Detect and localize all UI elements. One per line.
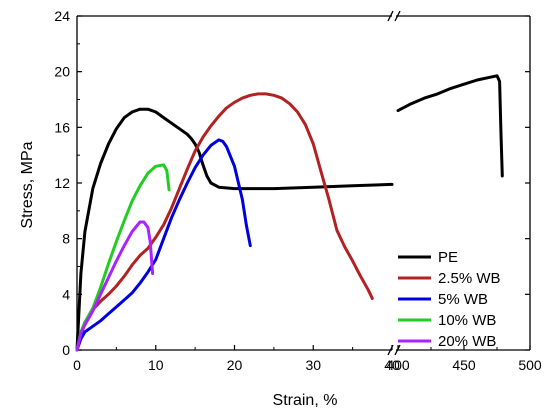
x-tick-label: 30: [305, 357, 321, 373]
x-tick-label: 10: [148, 357, 164, 373]
break-mark: [387, 10, 394, 22]
y-tick-label: 20: [54, 64, 70, 80]
series-layer: [75, 74, 504, 352]
y-tick-label: 4: [62, 286, 70, 302]
legend: PE 2.5% WB 5% WB 10% WB 20% WB: [398, 249, 501, 350]
series-line-2-5-wb: [75, 92, 374, 352]
break-mark: [394, 344, 401, 356]
legend-label: 2.5% WB: [438, 270, 501, 287]
x-tick-label: 0: [73, 357, 81, 373]
legend-label: PE: [438, 249, 458, 266]
y-tick-label: 16: [54, 119, 70, 135]
axis-break-marks: [387, 10, 401, 356]
break-mark: [387, 344, 394, 356]
y-tick-label: 24: [54, 8, 70, 24]
legend-label: 5% WB: [438, 291, 488, 308]
series-line-20-wb: [75, 220, 155, 352]
legend-label: 10% WB: [438, 312, 496, 329]
x-tick-label: 450: [452, 357, 476, 373]
legend-label: 20% WB: [438, 333, 496, 350]
series-line-5-wb: [75, 138, 252, 352]
y-tick-label: 12: [54, 175, 70, 191]
series-line-pe: [75, 107, 394, 352]
break-mark: [394, 10, 401, 22]
y-axis-title: Stress, MPa: [19, 141, 36, 228]
y-tick-label: 8: [62, 231, 70, 247]
x-tick-label: 400: [386, 357, 410, 373]
x-tick-label: 40: [384, 357, 400, 373]
y-tick-label: 0: [62, 342, 70, 358]
x-tick-label: 500: [518, 357, 542, 373]
x-tick-label: 20: [227, 357, 243, 373]
series-line-pe-right: [396, 74, 504, 178]
x-axis-title: Strain, %: [273, 392, 338, 409]
